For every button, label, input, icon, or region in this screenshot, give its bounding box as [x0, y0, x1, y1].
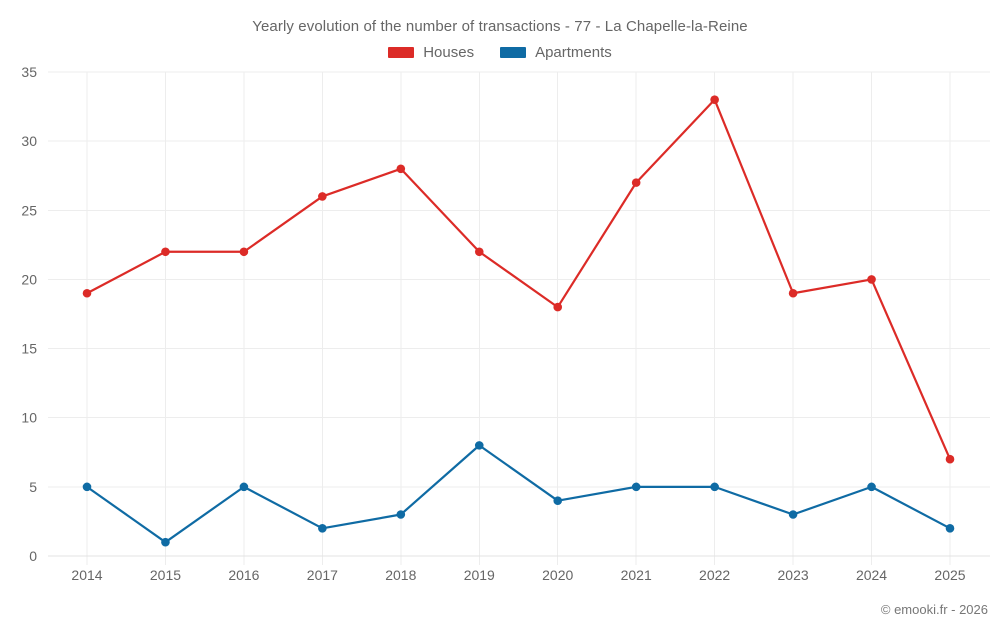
legend-label-apartments: Apartments: [535, 44, 612, 61]
data-point-houses-2022[interactable]: [710, 95, 719, 104]
copyright-footer: © emooki.fr - 2026: [880, 602, 988, 617]
x-axis-tick-label: 2022: [699, 567, 730, 583]
x-axis-tick-label: 2024: [856, 567, 887, 583]
y-axis-tick-label: 35: [21, 64, 37, 80]
data-point-apartments-2014[interactable]: [82, 482, 92, 492]
data-point-apartments-2024[interactable]: [867, 482, 876, 492]
y-axis-tick-label: 30: [21, 133, 37, 149]
data-point-houses-2017[interactable]: [318, 192, 327, 201]
y-axis-tick-label: 15: [21, 341, 37, 357]
data-point-houses-2015[interactable]: [161, 247, 170, 257]
chart-legend: Houses Apartments: [0, 44, 1000, 61]
x-axis-tick-label: 2018: [385, 567, 416, 583]
data-point-apartments-2022[interactable]: [710, 482, 719, 492]
data-point-apartments-2019[interactable]: [474, 441, 484, 450]
y-axis-ticks: 0 5 10 15 20 25 30 35: [21, 64, 37, 564]
data-point-apartments-2016[interactable]: [239, 482, 249, 492]
x-axis-tick-label: 2015: [150, 567, 181, 583]
data-point-apartments-2025[interactable]: [945, 524, 955, 533]
data-point-houses-2023[interactable]: [788, 288, 798, 298]
series-line-houses: [85, 98, 952, 461]
data-point-apartments-2015[interactable]: [161, 537, 170, 547]
data-series-layer: [82, 95, 955, 547]
x-axis-tick-label: 2014: [71, 567, 102, 583]
y-axis-tick-label: 10: [21, 410, 37, 426]
data-point-houses-2025[interactable]: [945, 454, 955, 464]
chart-title: Yearly evolution of the number of transa…: [252, 18, 748, 35]
legend-label-houses: Houses: [423, 44, 475, 61]
data-point-houses-2016[interactable]: [239, 247, 249, 257]
x-axis-ticks: 2014 2015 2016 2017 2018 2019 2020 2021 2022 2023…: [71, 567, 965, 583]
data-point-apartments-2023[interactable]: [788, 510, 798, 519]
x-axis-tick-label: 2016: [228, 567, 259, 583]
legend-swatch-apartments: [500, 47, 527, 58]
grid-layer: [48, 71, 990, 565]
y-axis-tick-label: 25: [21, 202, 37, 218]
data-point-apartments-2017[interactable]: [318, 524, 327, 533]
data-point-apartments-2021[interactable]: [631, 482, 641, 492]
legend-swatch-houses: [388, 47, 415, 58]
data-point-houses-2021[interactable]: [631, 178, 641, 187]
y-axis-tick-label: 20: [21, 271, 37, 287]
series-line-apartments: [85, 444, 952, 544]
y-axis-tick-label: 0: [29, 548, 37, 564]
x-axis-tick-label: 2017: [307, 567, 338, 583]
x-axis-tick-label: 2023: [778, 567, 809, 583]
data-point-apartments-2020[interactable]: [553, 496, 563, 505]
legend-item-apartments[interactable]: Apartments: [500, 44, 612, 61]
data-point-houses-2014[interactable]: [82, 288, 92, 298]
data-point-houses-2020[interactable]: [553, 302, 563, 312]
x-axis-tick-label: 2021: [621, 567, 652, 583]
x-axis-tick-label: 2020: [542, 567, 573, 583]
x-axis-tick-label: 2019: [464, 567, 495, 583]
legend-item-houses[interactable]: Houses: [388, 44, 474, 61]
data-point-houses-2024[interactable]: [867, 275, 876, 284]
data-point-houses-2018[interactable]: [396, 164, 406, 174]
y-axis-tick-label: 5: [29, 479, 37, 495]
data-point-apartments-2018[interactable]: [396, 510, 406, 519]
x-axis-tick-label: 2025: [934, 567, 965, 583]
data-point-houses-2019[interactable]: [474, 247, 484, 257]
